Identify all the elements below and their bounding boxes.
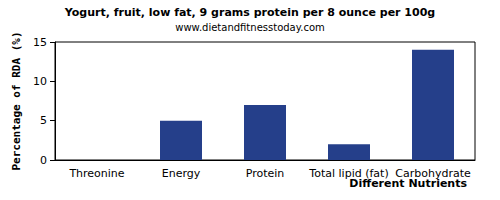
svg-text:Yogurt, fruit, low fat, 9 gram: Yogurt, fruit, low fat, 9 grams protein … bbox=[64, 6, 435, 19]
svg-text:5: 5 bbox=[40, 114, 47, 127]
svg-text:15: 15 bbox=[33, 36, 47, 49]
svg-text:Carbohydrate: Carbohydrate bbox=[395, 167, 471, 180]
svg-text:Protein: Protein bbox=[246, 167, 285, 180]
svg-text:Energy: Energy bbox=[162, 167, 201, 180]
svg-text:Threonine: Threonine bbox=[68, 167, 124, 180]
svg-text:0: 0 bbox=[40, 154, 47, 167]
svg-text:www.dietandfitnesstoday.com: www.dietandfitnesstoday.com bbox=[175, 22, 324, 33]
svg-text:10: 10 bbox=[33, 75, 47, 88]
svg-text:Different Nutrients: Different Nutrients bbox=[349, 177, 467, 190]
svg-text:Total lipid (fat): Total lipid (fat) bbox=[309, 167, 389, 180]
svg-text:Percentage of RDA (%): Percentage of RDA (%) bbox=[10, 31, 23, 170]
